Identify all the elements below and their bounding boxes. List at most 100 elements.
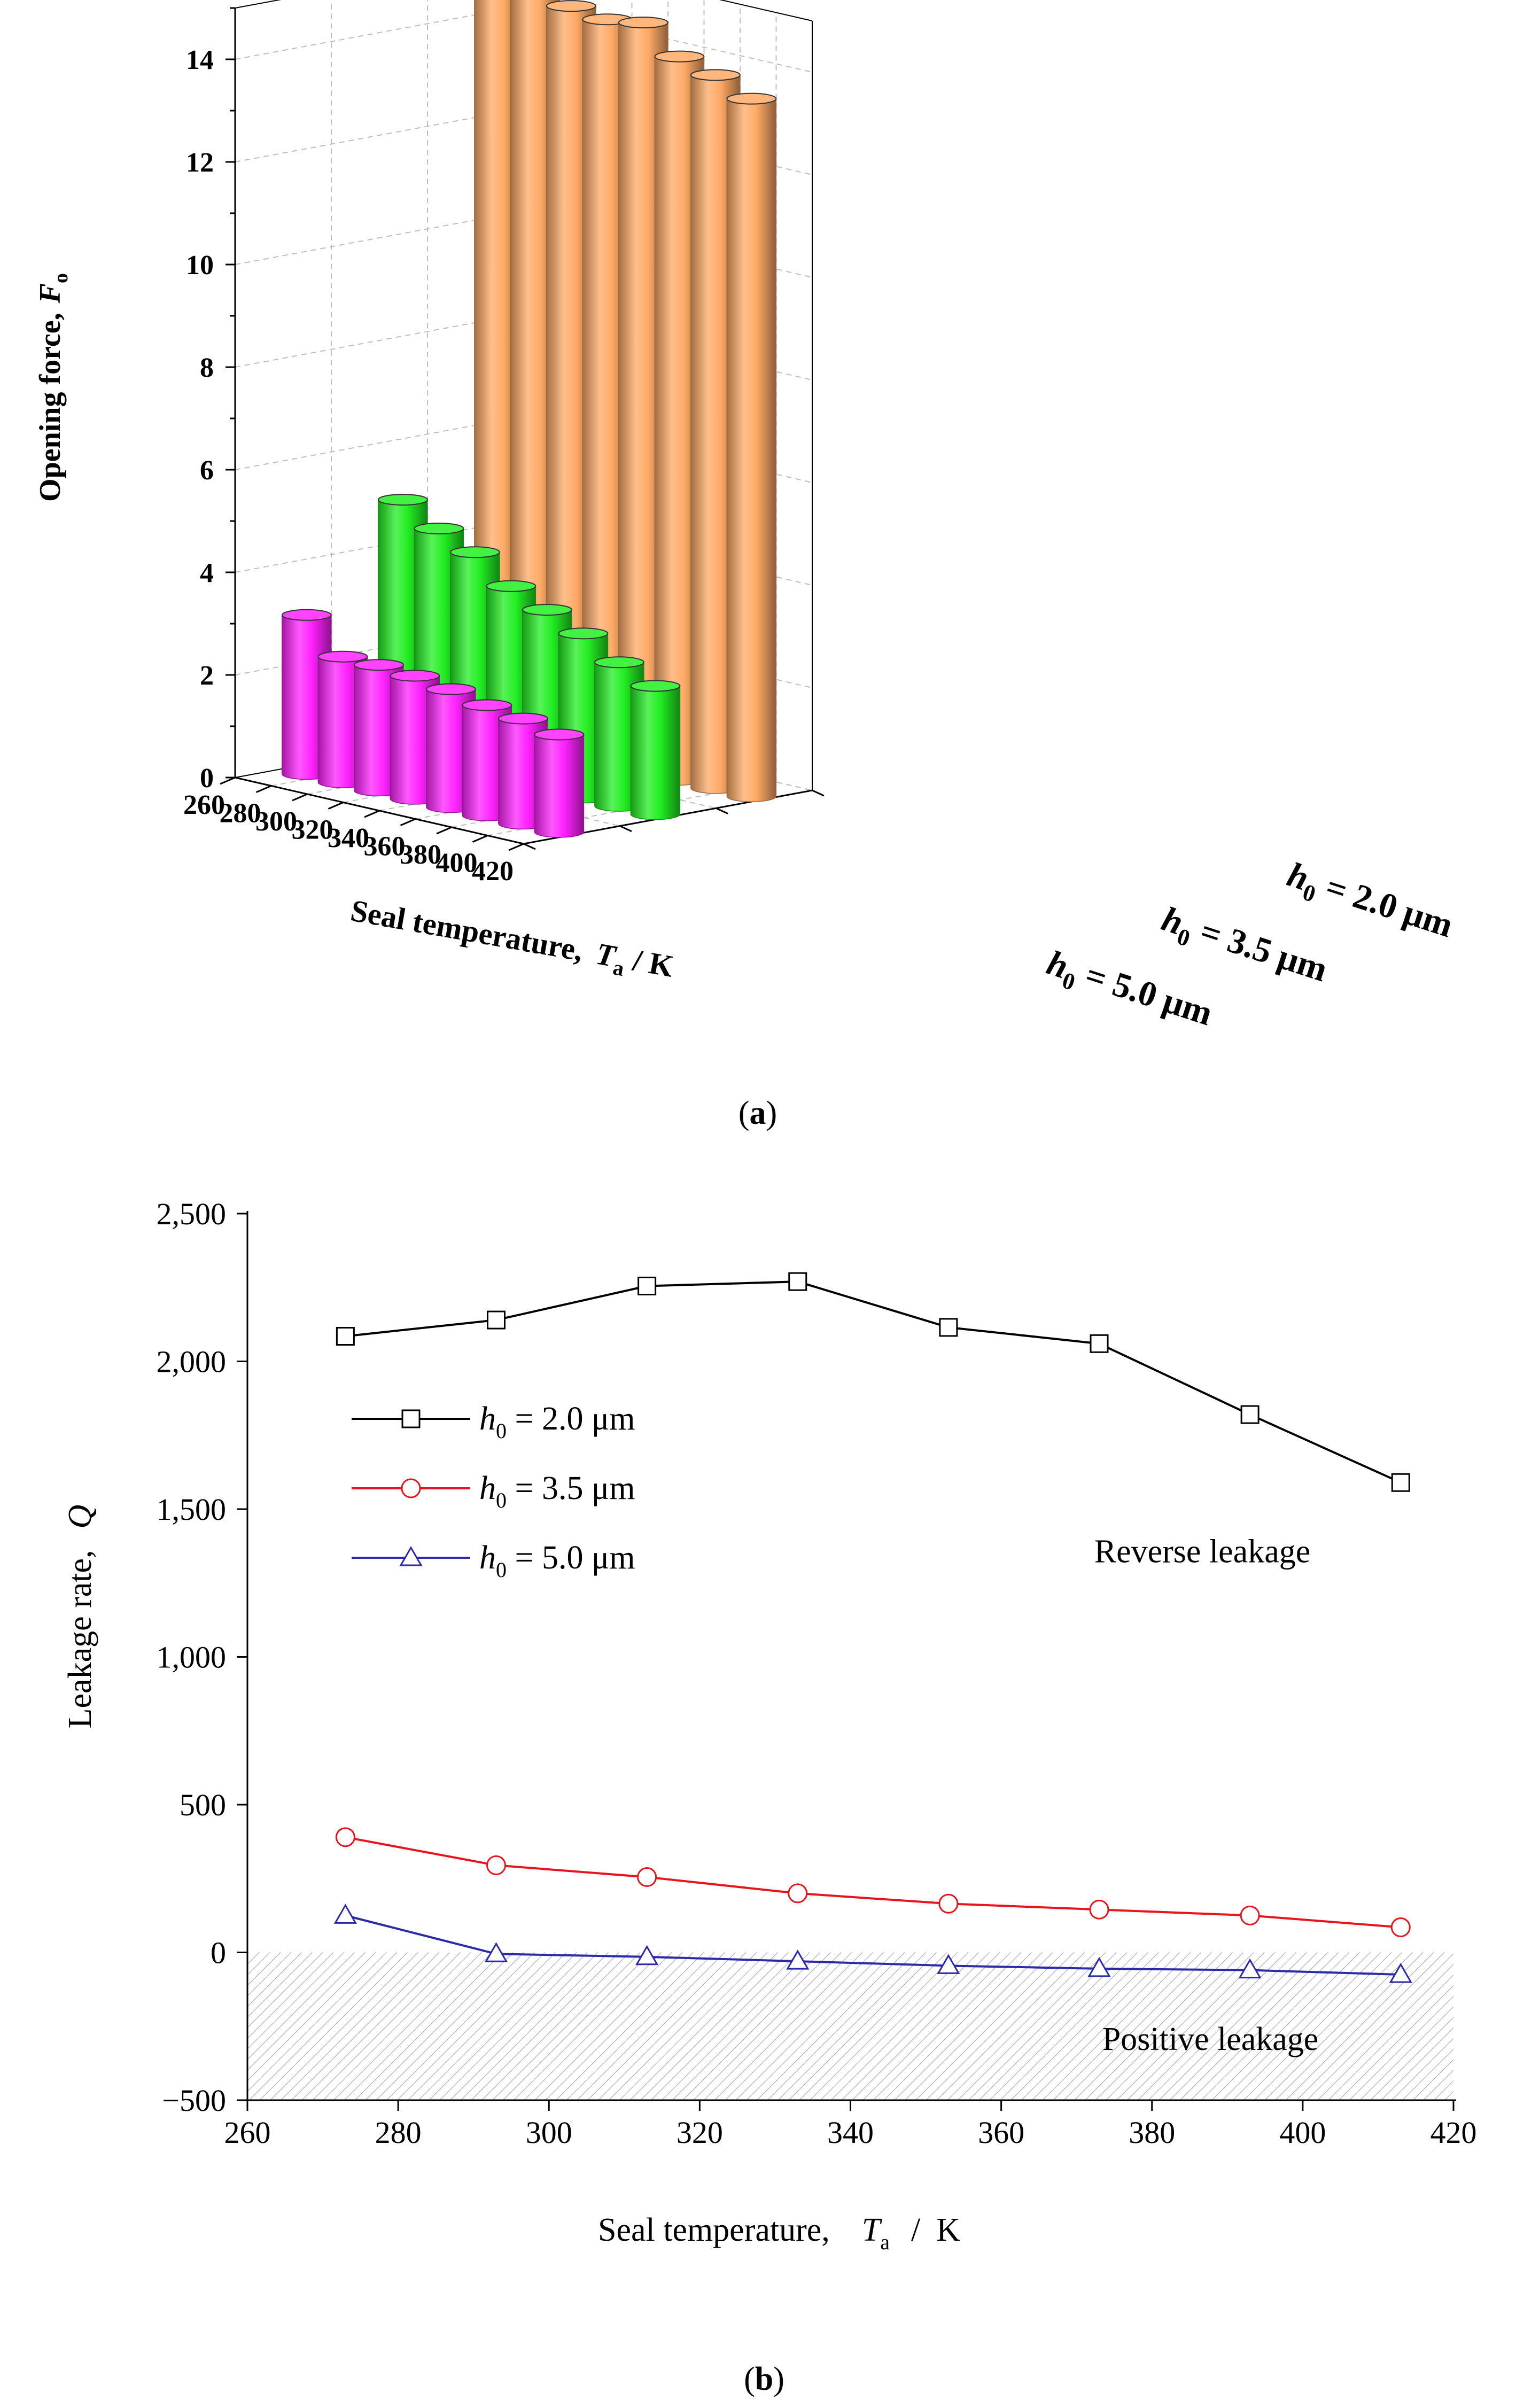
x-tick — [508, 843, 524, 851]
panel-b-ylabel: Leakage rate, Q — [62, 1505, 98, 1729]
legend-symbol: h — [479, 1470, 496, 1506]
series-line — [345, 1836, 1401, 1929]
marker-square — [1391, 1473, 1410, 1492]
bar-cylinder — [534, 728, 585, 838]
marker-circle — [486, 1855, 507, 1875]
bar-top — [654, 50, 705, 63]
z-tick-label: 2 — [200, 661, 214, 691]
axis-ticks: 260 280 300 320 340 360 380 400 420 −500 0 500 1,000… — [157, 1197, 1477, 2150]
bar-top — [690, 69, 741, 81]
bar-top — [281, 609, 332, 621]
legend-symbol: h — [479, 1401, 496, 1437]
legend-item: h0 = 2.0 μm — [352, 1401, 635, 1443]
bar-cylinder — [630, 680, 681, 820]
x-tick — [364, 810, 380, 818]
legend-sub: 0 — [496, 1419, 507, 1443]
bar-top — [449, 546, 500, 558]
x-tick — [472, 835, 488, 843]
marker-circle — [1089, 1899, 1109, 1920]
bar-top — [414, 522, 464, 534]
depth-tick — [716, 807, 728, 814]
x-tick-label: 420 — [472, 856, 514, 887]
z-tick-label: 14 — [186, 45, 214, 75]
y-tick-label: 0 — [211, 1936, 226, 1970]
series-label-0: h0 = 5.0 μm — [1040, 943, 1217, 1039]
x-tick-label: 320 — [677, 2115, 723, 2150]
bar-top — [630, 680, 681, 692]
x-tick-label: 380 — [1129, 2115, 1175, 2150]
depth-tick — [619, 825, 632, 833]
bar-top — [486, 580, 537, 592]
x-tick-label: 340 — [827, 2115, 874, 2150]
x-tick-label: 420 — [1431, 2115, 1477, 2150]
z-tick-label: 0 — [200, 763, 214, 794]
panel-a-xlabel: Seal temperature, Ta / K — [347, 893, 677, 989]
legend-rest: = 5.0 μm — [507, 1540, 635, 1576]
bar-cylinders — [281, 0, 777, 838]
bar-top — [317, 650, 368, 663]
x-tick-label: 360 — [978, 2115, 1024, 2150]
xlabel-a-text: Seal temperature, — [348, 893, 586, 968]
ylabel-a-symbol: F — [34, 283, 67, 304]
y-tick-label: 1,500 — [157, 1492, 227, 1527]
marker-square — [487, 1310, 506, 1330]
marker-square — [939, 1318, 958, 1337]
marker-circle — [335, 1827, 355, 1847]
xlabel-b-text: Seal temperature, — [598, 2212, 830, 2248]
x-tick-label: 380 — [400, 840, 441, 870]
marker-triangle — [1238, 1958, 1262, 1979]
bar-top — [377, 494, 428, 506]
bar-top — [726, 92, 777, 105]
ylabel-a-sub: o — [50, 273, 72, 283]
marker-square — [1090, 1334, 1109, 1353]
x-tick-label: 320 — [292, 815, 333, 845]
bar-top — [546, 0, 596, 12]
ylabel-b-text: Leakage rate, — [62, 1550, 98, 1728]
marker-square — [638, 1276, 657, 1295]
panel-b-caption: (b) — [744, 2361, 784, 2397]
panel-a-letter: a — [750, 1095, 766, 1131]
x-tick — [328, 802, 344, 810]
series-line — [345, 1914, 1401, 1976]
marker-circle — [788, 1883, 808, 1904]
marker-circle — [938, 1893, 959, 1914]
depth-tick — [812, 789, 825, 797]
y-tick-label: 1,000 — [157, 1640, 227, 1675]
z-tick-label: 8 — [200, 353, 214, 383]
x-tick-label: 260 — [224, 2115, 271, 2150]
legend-label: h0 = 2.0 μm — [479, 1401, 635, 1443]
marker-square — [401, 1409, 421, 1428]
marker-circle — [1240, 1905, 1260, 1925]
bar-top — [534, 728, 585, 741]
marker-circle — [401, 1478, 421, 1498]
bar-top — [497, 712, 548, 725]
x-tick-label: 300 — [526, 2115, 572, 2150]
legend-sub: 0 — [496, 1488, 507, 1512]
series-rest: = 5.0 μm — [1072, 953, 1217, 1033]
bar-top — [618, 17, 668, 29]
series-rest: = 2.0 μm — [1312, 865, 1458, 945]
series-rest: = 3.5 μm — [1187, 909, 1332, 989]
series-label-1: h0 = 3.5 μm — [1155, 899, 1332, 995]
marker-triangle — [635, 1945, 659, 1966]
panel-a-caption: (a) — [738, 1095, 777, 1131]
series-lines — [333, 1272, 1412, 1983]
y-tick-label: 2,500 — [157, 1197, 227, 1231]
legend-item: h0 = 5.0 μm — [352, 1540, 635, 1582]
ylabel-b-symbol: Q — [62, 1505, 98, 1529]
bar-top — [462, 699, 512, 711]
marker-square — [336, 1326, 355, 1346]
legend-label: h0 = 3.5 μm — [479, 1470, 635, 1512]
x-tick-label: 360 — [364, 832, 406, 862]
x-tick-label: 280 — [220, 798, 261, 829]
x-tick — [220, 776, 236, 785]
series — [333, 1904, 1412, 1983]
x-tick — [255, 785, 272, 793]
marker-triangle — [399, 1545, 423, 1566]
marker-triangle — [333, 1904, 357, 1924]
bar-body — [534, 734, 585, 838]
x-tick-label: 300 — [255, 806, 297, 837]
